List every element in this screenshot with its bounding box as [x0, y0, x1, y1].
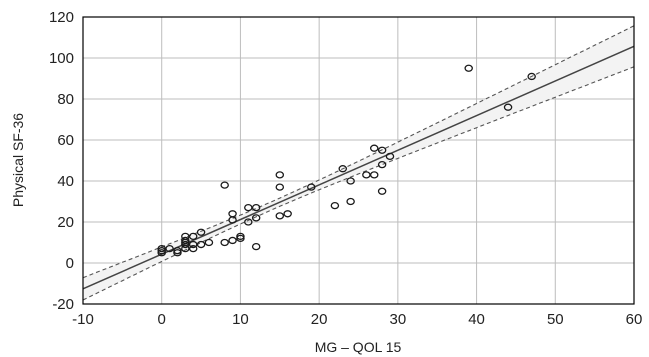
y-tick-label: 60 [57, 132, 74, 149]
x-tick-labels: -10 0 10 20 30 40 50 60 [72, 311, 642, 328]
y-tick-label: 100 [49, 50, 74, 67]
y-tick-label: 80 [57, 91, 74, 108]
x-tick-label: 40 [468, 311, 485, 328]
y-tick-labels: -20 0 20 40 60 80 100 120 [49, 9, 74, 313]
y-axis-label: Physical SF-36 [10, 113, 26, 207]
x-tick-label: -10 [72, 311, 94, 328]
x-tick-label: 50 [547, 311, 564, 328]
x-tick-label: 20 [311, 311, 328, 328]
y-tick-label: -20 [52, 296, 74, 313]
y-tick-label: 40 [57, 173, 74, 190]
x-tick-label: 30 [390, 311, 407, 328]
y-tick-label: 120 [49, 9, 74, 26]
y-tick-label: 20 [57, 214, 74, 231]
y-tick-label: 0 [66, 255, 74, 272]
x-axis-label: MG – QOL 15 [315, 339, 402, 355]
plot-background [83, 17, 634, 304]
x-tick-label: 60 [626, 311, 643, 328]
x-tick-label: 10 [232, 311, 249, 328]
x-tick-label: 0 [158, 311, 166, 328]
